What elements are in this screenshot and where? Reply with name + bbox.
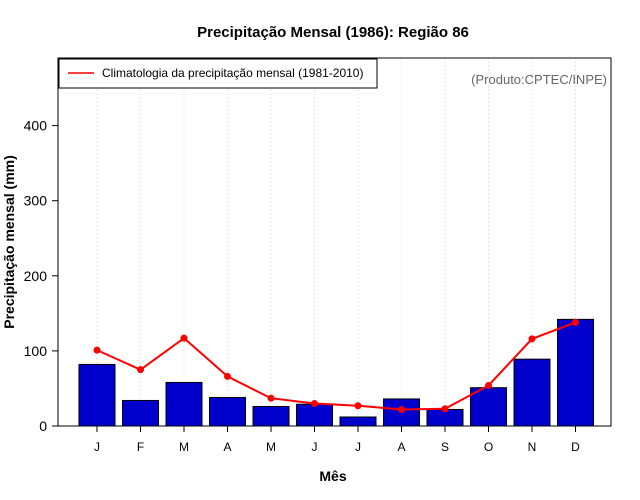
bar-12	[557, 318, 594, 427]
bar-series	[78, 318, 594, 427]
bar-2	[122, 399, 159, 427]
bar-5	[252, 405, 290, 427]
y-tick-label-200: 200	[24, 268, 48, 284]
y-tick-label-400: 400	[24, 118, 48, 134]
x-tick-label-3: M	[179, 440, 189, 454]
credit-text: (Produto:CPTEC/INPE)	[471, 72, 607, 87]
x-axis-title: Mês	[319, 468, 346, 484]
climatology-point-4	[224, 372, 231, 380]
x-tick-label-11: N	[528, 440, 537, 454]
climatology-point-3	[180, 334, 188, 342]
climatology-series	[93, 318, 579, 413]
climatology-point-6	[311, 399, 318, 407]
x-tick-label-12: D	[571, 440, 580, 454]
legend: Climatologia da precipitação mensal (198…	[58, 58, 378, 89]
x-tick-label-7: J	[355, 440, 361, 454]
x-tick-label-8: A	[397, 440, 405, 454]
x-tick-label-1: J	[94, 440, 100, 454]
climatology-point-8	[398, 405, 405, 413]
climatology-point-2	[137, 366, 144, 374]
grid-lines	[96, 58, 576, 426]
y-tick-label-100: 100	[24, 343, 48, 359]
climatology-line	[96, 321, 576, 411]
plot-frame	[57, 57, 612, 427]
climatology-point-1	[93, 346, 101, 354]
legend-label: Climatologia da precipitação mensal (198…	[102, 66, 363, 80]
climatology-point-11	[528, 335, 536, 343]
x-tick-label-5: M	[266, 440, 276, 454]
x-tick-label-4: A	[223, 440, 231, 454]
legend-box	[58, 58, 378, 89]
x-tick-label-6: J	[312, 440, 318, 454]
bar-7	[339, 416, 377, 427]
bar-11	[513, 358, 551, 427]
x-tick-label-9: S	[441, 440, 449, 454]
bar-10	[470, 387, 507, 427]
climatology-point-7	[354, 402, 362, 410]
climatology-point-10	[485, 381, 492, 389]
climatology-point-12	[572, 318, 579, 326]
x-tick-label-2: F	[137, 440, 144, 454]
bar-6	[296, 403, 333, 427]
climatology-point-5	[267, 394, 275, 402]
y-tick-label-300: 300	[24, 193, 48, 209]
bar-4	[209, 396, 246, 427]
bar-1	[78, 363, 116, 427]
bar-3	[165, 381, 203, 427]
climatology-point-9	[441, 405, 449, 413]
y-tick-label-0: 0	[39, 418, 47, 434]
x-tick-label-10: O	[484, 440, 493, 454]
y-axis: 0 100 200 300 400	[24, 118, 58, 434]
chart-title: Precipitação Mensal (1986): Região 86	[197, 24, 469, 41]
y-axis-title: Precipitação mensal (mm)	[1, 155, 17, 329]
